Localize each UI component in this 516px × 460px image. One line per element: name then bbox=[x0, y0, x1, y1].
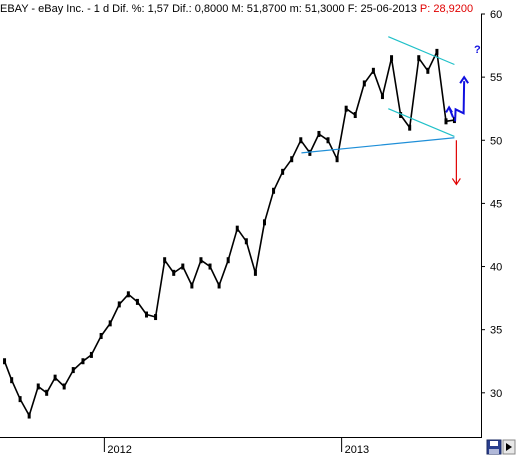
up-arrow-head bbox=[459, 75, 469, 84]
y-tick-label: 35 bbox=[490, 325, 502, 337]
price-bar bbox=[181, 263, 185, 270]
price-bar bbox=[244, 238, 248, 245]
price-bar bbox=[444, 118, 448, 125]
price-bar bbox=[353, 112, 357, 119]
header-dif-label: Dif.: bbox=[172, 3, 192, 15]
price-bar bbox=[145, 311, 149, 318]
price-bar bbox=[89, 351, 93, 358]
price-bar bbox=[108, 320, 112, 327]
price-bar bbox=[317, 130, 321, 137]
header-interval: 1 d bbox=[94, 3, 109, 15]
price-bar bbox=[408, 124, 412, 131]
y-tick-label: 60 bbox=[490, 9, 502, 21]
header-dif-pct-label: Dif. %: bbox=[112, 3, 144, 15]
price-bar bbox=[3, 358, 7, 365]
channel-upper-trendline bbox=[388, 36, 455, 66]
chart-header: EBAY - eBay Inc. - 1 d Dif. %: 1,57 Dif.… bbox=[0, 3, 473, 15]
price-bar bbox=[344, 105, 348, 112]
down-arrow-head bbox=[451, 178, 461, 186]
price-bar bbox=[417, 55, 421, 62]
header-date-label: F: bbox=[348, 3, 358, 15]
annotation-layer bbox=[301, 36, 469, 186]
header-dif-pct: 1,57 bbox=[148, 3, 169, 15]
price-bar bbox=[117, 301, 121, 308]
price-bar bbox=[27, 412, 31, 419]
price-bar bbox=[217, 282, 221, 289]
header-date: 25-06-2013 bbox=[361, 3, 417, 15]
header-symbol: EBAY bbox=[0, 3, 29, 15]
header-name: eBay Inc. bbox=[38, 3, 84, 15]
channel-lower-trendline bbox=[388, 108, 455, 138]
price-bar bbox=[71, 367, 75, 374]
y-tick-label: 40 bbox=[490, 262, 502, 274]
price-bar bbox=[299, 137, 303, 144]
x-tick-label: 2013 bbox=[345, 444, 369, 456]
price-bar bbox=[10, 377, 14, 384]
header-max-label: M: bbox=[231, 3, 243, 15]
header-dif: 0,8000 bbox=[195, 3, 229, 15]
price-bar bbox=[126, 291, 130, 298]
x-tick-label: 2012 bbox=[107, 444, 131, 456]
price-line bbox=[3, 51, 455, 417]
scroll-right-icon[interactable] bbox=[502, 439, 516, 455]
price-bar bbox=[45, 389, 49, 396]
save-icon[interactable] bbox=[486, 439, 502, 455]
price-bar bbox=[435, 48, 439, 55]
price-bar bbox=[36, 383, 40, 390]
price-bar bbox=[235, 225, 239, 232]
price-bar bbox=[326, 137, 330, 144]
header-min-label: m: bbox=[290, 3, 302, 15]
price-bar bbox=[208, 263, 212, 270]
price-bar bbox=[163, 257, 167, 264]
price-bar bbox=[53, 374, 57, 381]
price-bar bbox=[426, 67, 430, 74]
price-bar bbox=[308, 149, 312, 156]
price-bar bbox=[380, 93, 384, 100]
support-trendline bbox=[301, 137, 455, 154]
header-price: 28,9200 bbox=[433, 3, 473, 15]
y-tick-label: 50 bbox=[490, 135, 502, 147]
price-bar bbox=[154, 314, 158, 321]
y-tick-label: 30 bbox=[490, 388, 502, 400]
up-arrow bbox=[454, 81, 466, 122]
price-bar bbox=[272, 187, 276, 194]
price-bar bbox=[390, 55, 394, 62]
price-bar bbox=[172, 269, 176, 276]
up-arrow-branch-head bbox=[445, 105, 453, 113]
price-bar bbox=[81, 358, 85, 365]
x-axis: 2012 2013 bbox=[103, 437, 369, 456]
price-bar bbox=[262, 219, 266, 226]
y-tick-label: 45 bbox=[490, 198, 502, 210]
price-bar bbox=[253, 269, 257, 276]
y-axis: 30 35 40 45 50 55 60 bbox=[481, 9, 502, 400]
price-bar bbox=[99, 332, 103, 339]
price-bar bbox=[399, 112, 403, 119]
header-price-label: P: bbox=[420, 3, 430, 15]
series-layer bbox=[3, 48, 456, 419]
price-bar bbox=[226, 257, 230, 264]
y-tick-label: 55 bbox=[490, 72, 502, 84]
price-bar bbox=[281, 168, 285, 175]
header-max: 51,8700 bbox=[247, 3, 287, 15]
price-bar bbox=[362, 80, 366, 87]
price-bar bbox=[62, 383, 66, 390]
price-bar bbox=[290, 156, 294, 163]
price-bar bbox=[199, 257, 203, 264]
price-bar bbox=[135, 298, 139, 305]
price-bar bbox=[371, 67, 375, 74]
price-bar bbox=[335, 156, 339, 163]
header-min: 51,3000 bbox=[305, 3, 345, 15]
price-bar bbox=[190, 282, 194, 289]
price-bar bbox=[18, 396, 22, 403]
question-mark-label: ? bbox=[474, 44, 481, 56]
